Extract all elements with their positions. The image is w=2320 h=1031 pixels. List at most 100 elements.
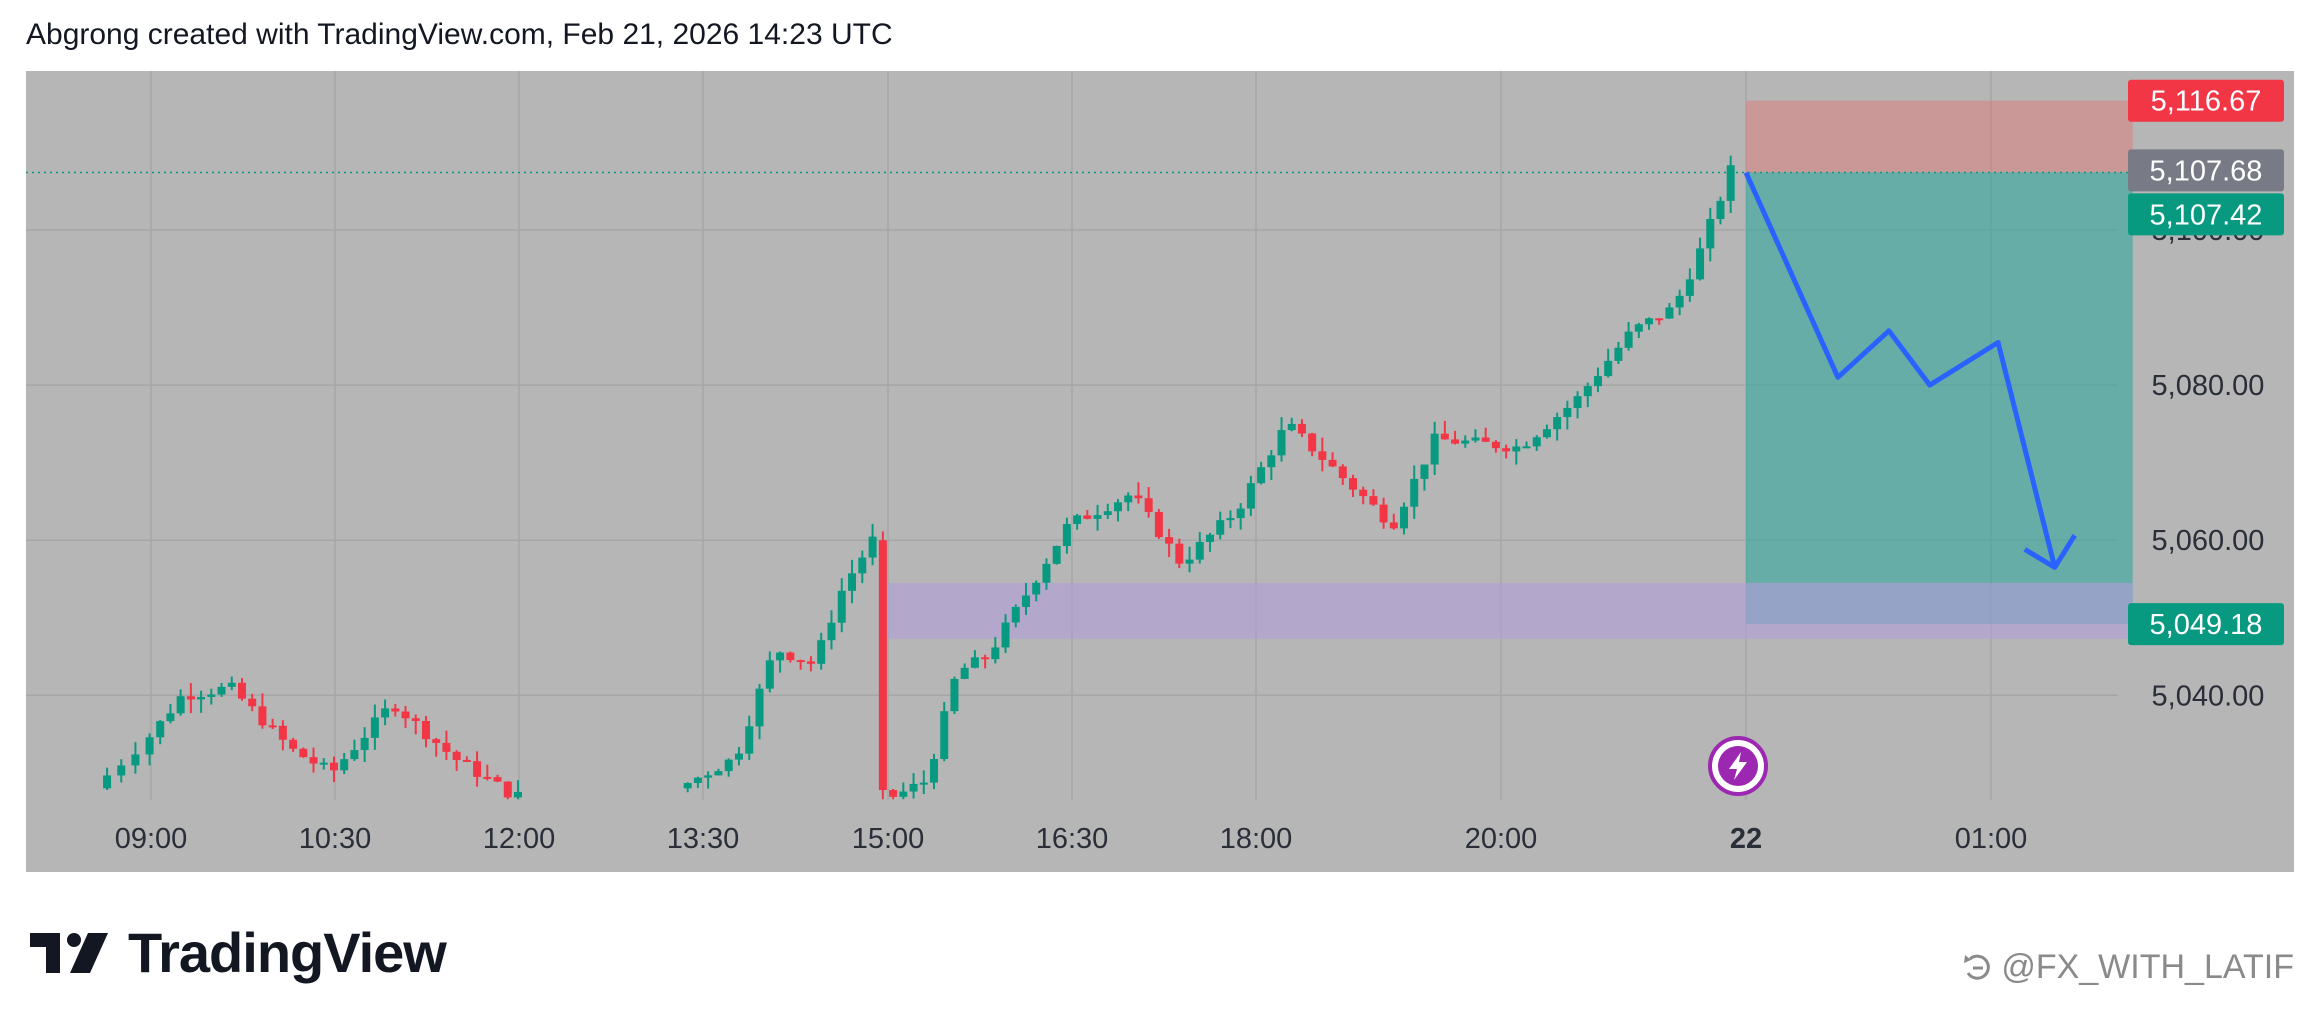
- candle-body: [765, 660, 774, 689]
- candle-body: [970, 657, 979, 668]
- candle-body: [1563, 408, 1572, 418]
- price-label-entry[interactable]: 5,107.42: [2128, 193, 2284, 236]
- candle-body: [981, 657, 990, 660]
- candle-body: [960, 667, 969, 679]
- time-tick-label: 15:00: [852, 823, 925, 855]
- price-label-text: 5,107.42: [2150, 199, 2263, 231]
- candle-body: [1532, 437, 1541, 447]
- candle-body: [1114, 502, 1122, 512]
- candle-body: [1267, 455, 1276, 468]
- price-tick-label: 5,080.00: [2152, 370, 2265, 402]
- candle-body: [493, 777, 502, 782]
- candle-body: [950, 678, 959, 712]
- candle-body: [868, 536, 877, 558]
- candle-body: [1410, 478, 1419, 507]
- time-tick-label: 13:30: [667, 823, 740, 855]
- candle-body: [360, 737, 369, 751]
- candle-body: [1553, 417, 1562, 430]
- candle-body: [1440, 433, 1449, 440]
- candle-body: [1726, 165, 1735, 201]
- time-tick-label: 20:00: [1465, 823, 1538, 855]
- candle-body: [1226, 518, 1235, 521]
- time-tick-label: 10:30: [299, 823, 372, 855]
- candle-body: [401, 711, 410, 719]
- candle-body: [166, 713, 175, 722]
- candle-body: [1318, 451, 1327, 460]
- candle-body: [473, 761, 482, 777]
- candle-body: [1400, 506, 1409, 529]
- candle-body: [452, 751, 461, 760]
- price-label-last-price[interactable]: 5,107.68: [2128, 149, 2284, 192]
- candle-body: [1154, 511, 1163, 538]
- candle-body: [1175, 543, 1184, 564]
- candle-body: [1379, 504, 1388, 523]
- candle-body: [1001, 622, 1010, 648]
- lightning-icon[interactable]: [1708, 736, 1768, 796]
- time-tick-label: 09:00: [115, 823, 188, 855]
- tradingview-brand[interactable]: TradingView: [30, 920, 447, 985]
- candle-body: [329, 762, 338, 771]
- candle-body: [1297, 423, 1306, 434]
- candle-body: [1512, 446, 1521, 452]
- candle-body: [786, 652, 795, 661]
- candle-body: [1706, 218, 1715, 249]
- chart-attribution: Abgrong created with TradingView.com, Fe…: [26, 18, 893, 51]
- candle-body: [1124, 495, 1133, 503]
- projection-path[interactable]: [1743, 171, 2058, 568]
- time-axis[interactable]: 09:00 10:30 12:00 13:30 15:00 16:30 18:00 20:00…: [115, 823, 2028, 855]
- candle-body: [878, 540, 887, 791]
- candle-body: [1338, 466, 1347, 479]
- candle-body: [755, 688, 764, 727]
- candle-body: [1144, 498, 1153, 512]
- candle-body: [1277, 430, 1286, 456]
- candle-body: [268, 725, 277, 728]
- candle-body: [391, 708, 400, 712]
- price-axis[interactable]: 5,100.005,080.005,060.005,040.005,116.67…: [2128, 79, 2284, 713]
- candle-body: [350, 750, 359, 760]
- projection: [1743, 171, 2077, 570]
- candle-body: [237, 682, 246, 699]
- candle-body: [940, 711, 949, 760]
- price-label-stop-loss[interactable]: 5,116.67: [2128, 79, 2284, 122]
- candle-body: [248, 698, 257, 707]
- grid: [26, 71, 2118, 800]
- candle-body: [1246, 483, 1255, 509]
- time-tick-label: 16:30: [1036, 823, 1109, 855]
- candle-body: [837, 590, 846, 623]
- candle-body: [1389, 522, 1398, 529]
- time-tick-label: 22: [1730, 823, 1762, 855]
- candle-body: [1696, 248, 1705, 280]
- price-label-take-profit[interactable]: 5,049.18: [2128, 603, 2284, 646]
- candle-body: [117, 765, 126, 776]
- time-tick-label: 12:00: [483, 823, 556, 855]
- candle-body: [776, 652, 785, 661]
- candle-body: [1420, 464, 1429, 479]
- candle-body: [1665, 307, 1674, 319]
- candle-body: [1614, 347, 1623, 361]
- price-tick-label: 5,040.00: [2152, 680, 2265, 712]
- candle-body: [1369, 496, 1378, 505]
- candle-body: [1062, 524, 1071, 547]
- candle-body: [1257, 467, 1266, 484]
- target-zone[interactable]: [1746, 172, 2133, 625]
- candle-body: [991, 647, 1000, 660]
- candle-body: [1359, 489, 1368, 497]
- candle-body: [693, 777, 702, 783]
- candle-body: [1195, 541, 1204, 560]
- candle-body: [1052, 546, 1061, 564]
- stop-zone[interactable]: [1746, 100, 2133, 173]
- candle-body: [1685, 279, 1694, 296]
- candle-body: [1522, 446, 1531, 449]
- candles: [103, 155, 1735, 800]
- time-tick-label: 18:00: [1220, 823, 1293, 855]
- candle-body: [1083, 515, 1092, 519]
- candle-body: [197, 696, 206, 700]
- candle-body: [1308, 433, 1317, 452]
- candle-body: [131, 754, 140, 766]
- candle-body: [848, 573, 857, 591]
- candle-body: [299, 748, 308, 758]
- demand-zone[interactable]: [888, 582, 2133, 639]
- candle-body: [1348, 478, 1357, 490]
- candle-body: [1042, 563, 1051, 583]
